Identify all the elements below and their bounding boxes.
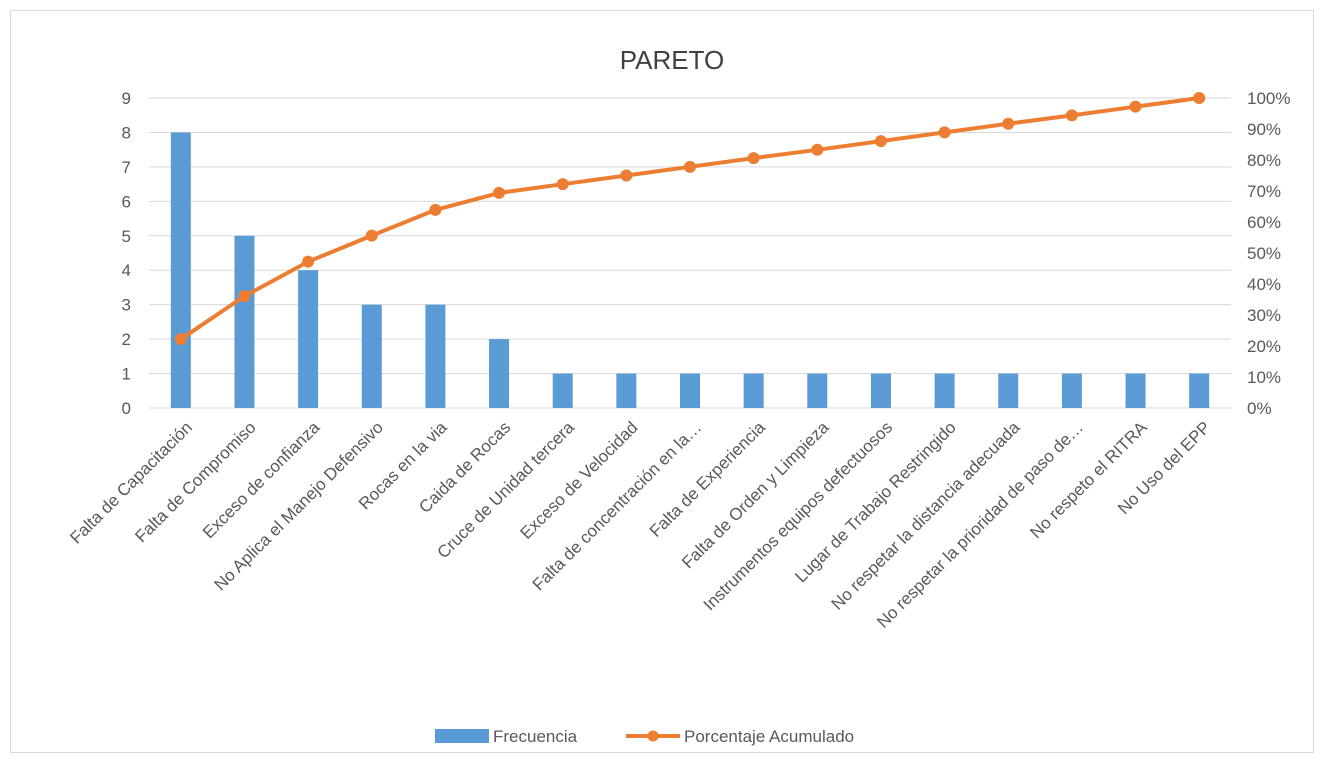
bar-frecuencia (934, 373, 955, 408)
category-label: No respeto el RITRA (1026, 417, 1151, 542)
point-porcentaje-acumulado (556, 178, 569, 191)
point-porcentaje-acumulado (1193, 92, 1206, 104)
right-axis-tick-label: 10% (1247, 368, 1281, 387)
category-label: Falta de Compromiso (131, 418, 259, 546)
left-axis-tick-label: 6 (122, 192, 131, 211)
bar-frecuencia (361, 304, 382, 408)
point-porcentaje-acumulado (429, 203, 442, 216)
point-porcentaje-acumulado (1129, 100, 1142, 113)
chart-frame: PARETO 0 1 2 3 4 5 6 7 8 9 0% 10% 20% 30% 40% 50% 60% 70… (10, 10, 1314, 753)
bar-frecuencia (743, 373, 764, 408)
point-porcentaje-acumulado (493, 186, 506, 199)
bar-frecuencia (1189, 373, 1210, 408)
bar-frecuencia (298, 270, 319, 408)
bar-frecuencia (170, 132, 191, 408)
point-porcentaje-acumulado (365, 229, 378, 242)
gridlines (149, 97, 1231, 409)
bar-frecuencia (234, 235, 255, 408)
left-axis-tick-label: 0 (122, 399, 131, 418)
point-porcentaje-acumulado (238, 290, 251, 303)
point-porcentaje-acumulado (811, 143, 824, 156)
category-label: Exceso de Velocidad (517, 418, 642, 543)
point-porcentaje-acumulado (1002, 117, 1015, 130)
right-axis-tick-label: 60% (1247, 213, 1281, 232)
bar-frecuencia (489, 339, 510, 408)
legend: Frecuencia Porcentaje Acumulado (435, 727, 854, 746)
pareto-chart: PARETO 0 1 2 3 4 5 6 7 8 9 0% 10% 20% 30% 40% 50% 60% 70… (66, 45, 1290, 746)
point-porcentaje-acumulado (747, 152, 760, 165)
cumulative-line (174, 92, 1206, 346)
category-label: Exceso de confianza (199, 417, 324, 542)
right-axis-tick-label: 100% (1247, 89, 1290, 108)
point-porcentaje-acumulado (938, 126, 951, 139)
bar-frecuencia (680, 373, 700, 408)
bar-frecuencia (998, 373, 1019, 408)
bar-frecuencia (552, 373, 573, 408)
bar-frecuencia (616, 373, 637, 408)
point-porcentaje-acumulado (1065, 109, 1078, 122)
right-axis-tick-label: 90% (1247, 120, 1281, 139)
left-axis: 0 1 2 3 4 5 6 7 8 9 (122, 89, 131, 418)
left-axis-tick-label: 7 (122, 158, 131, 177)
bar-frecuencia (807, 373, 828, 408)
line-porcentaje-acumulado (179, 96, 1200, 341)
left-axis-tick-label: 2 (122, 330, 131, 349)
bar-frecuencia (1061, 373, 1082, 408)
left-axis-tick-label: 3 (122, 296, 131, 315)
right-axis-tick-label: 30% (1247, 306, 1281, 325)
left-axis-tick-label: 9 (122, 89, 131, 108)
point-porcentaje-acumulado (302, 255, 315, 268)
right-axis-tick-label: 50% (1247, 244, 1281, 263)
point-porcentaje-acumulado (684, 160, 696, 173)
right-axis-tick-label: 80% (1247, 151, 1281, 170)
category-label: Falta de Experiencia (646, 417, 769, 540)
legend-frecuencia-swatch (435, 729, 489, 743)
point-porcentaje-acumulado (620, 169, 633, 182)
right-axis: 0% 10% 20% 30% 40% 50% 60% 70% 80% 90% 100% (1247, 89, 1290, 418)
legend-porcentaje-label: Porcentaje Acumulado (684, 727, 854, 746)
right-axis-tick-label: 40% (1247, 275, 1281, 294)
left-axis-tick-label: 1 (122, 365, 131, 384)
left-axis-tick-label: 4 (122, 261, 131, 280)
legend-porcentaje-marker (647, 730, 659, 742)
bar-frecuencia (425, 304, 446, 408)
right-axis-tick-label: 0% (1247, 399, 1272, 418)
chart-title: PARETO (620, 45, 725, 75)
category-label: Falta de Capacitación (66, 418, 196, 548)
point-porcentaje-acumulado (874, 135, 887, 148)
point-porcentaje-acumulado (174, 333, 187, 346)
bar-frecuencia (870, 373, 891, 408)
legend-frecuencia-label: Frecuencia (493, 727, 578, 746)
left-axis-tick-label: 5 (122, 227, 131, 246)
left-axis-tick-label: 8 (122, 123, 131, 142)
bar-frecuencia (1125, 373, 1146, 408)
right-axis-tick-label: 20% (1247, 337, 1281, 356)
right-axis-tick-label: 70% (1247, 182, 1281, 201)
